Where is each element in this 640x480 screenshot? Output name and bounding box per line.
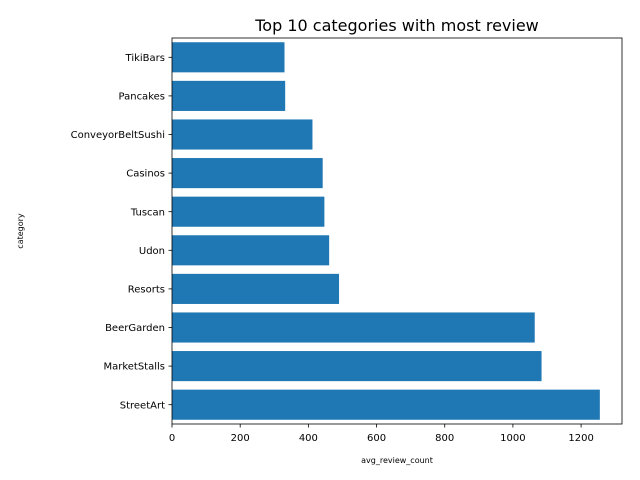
y-tick-label: MarketStalls [103,362,165,373]
x-tick-label: 200 [231,433,250,444]
x-tick-label: 600 [367,433,386,444]
x-tick-label: 1000 [500,433,525,444]
bar-BeerGarden [172,312,535,343]
plot-area-frame [171,37,623,425]
bar-ConveyorBeltSushi [172,119,313,150]
y-axis-label: category [16,213,25,249]
bar-Casinos [172,158,323,189]
y-tick-label: Udon [139,246,165,257]
bar-Resorts [172,273,340,304]
x-tick-label: 800 [435,433,454,444]
bar-MarketStalls [172,351,542,382]
y-tick-label: BeerGarden [105,323,165,334]
y-ticks-group: StreetArt MarketStalls BeerGarden Resorts Ud… [71,53,172,411]
x-tick-label: 400 [299,433,318,444]
y-tick-label: Pancakes [119,92,165,103]
chart-title: Top 10 categories with most review [254,16,539,35]
y-tick-label: ConveyorBeltSushi [71,130,165,141]
x-tick-label: 0 [169,433,175,444]
y-tick-label: Casinos [126,169,165,180]
x-axis-label: avg_review_count [361,456,433,465]
bars-group [172,42,600,420]
y-tick-label: Tuscan [130,207,165,218]
y-tick-label: StreetArt [120,400,165,411]
y-tick-label: Resorts [128,285,165,296]
bar-StreetArt [172,389,600,420]
bar-Pancakes [172,80,286,111]
y-tick-label: TikiBars [125,53,165,64]
bar-TikiBars [172,42,285,73]
bar-Udon [172,235,330,266]
bar-Tuscan [172,196,325,227]
x-tick-label: 1200 [568,433,593,444]
x-ticks-group: 0 200 400 600 800 1000 1200 [169,424,594,444]
